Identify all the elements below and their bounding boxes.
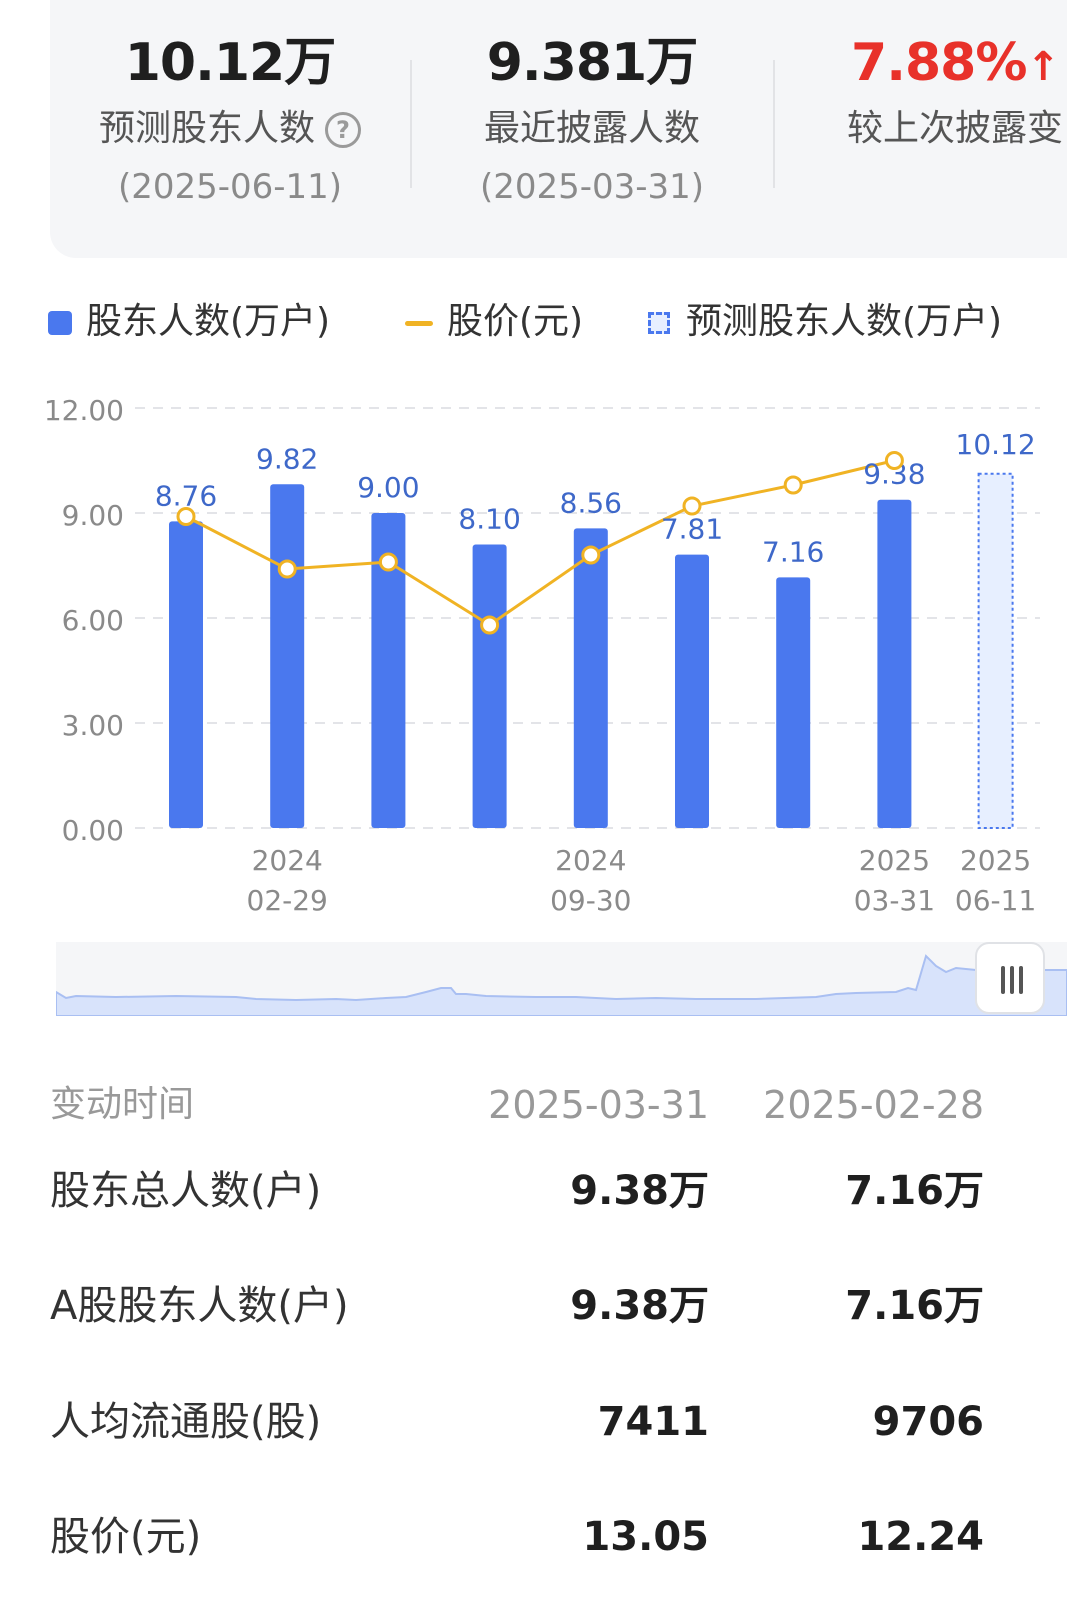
row-label: A股股东人数(户) bbox=[50, 1283, 349, 1329]
bar-value-label: 8.56 bbox=[560, 486, 622, 519]
row-col1: 9.38万 bbox=[570, 1283, 709, 1329]
bar-value-label: 8.10 bbox=[458, 503, 520, 536]
bar bbox=[675, 554, 709, 828]
predicted-holders-label: 预测股东人数 bbox=[98, 108, 315, 149]
dashed-swatch-icon bbox=[648, 312, 670, 334]
table-header-row: 变动时间 2025-03-31 2025-02-28 bbox=[0, 1070, 1067, 1140]
price-point bbox=[581, 545, 601, 565]
x-tick-year: 2024 bbox=[252, 844, 323, 877]
price-point bbox=[378, 552, 398, 572]
x-tick-date: 09-30 bbox=[550, 884, 631, 917]
y-tick-label: 0.00 bbox=[62, 814, 124, 847]
x-tick-date: 06-11 bbox=[955, 884, 1036, 917]
legend-label: 股价(元) bbox=[447, 301, 584, 342]
predicted-holders-value: 10.12万 bbox=[124, 33, 336, 93]
change-value-row: 7.88%↑ bbox=[775, 30, 1067, 96]
legend-label: 预测股东人数(万户) bbox=[686, 301, 1003, 342]
chart-legend: 股东人数(万户) 股价(元) 预测股东人数(万户) bbox=[48, 292, 1067, 352]
row-col1: 9.38万 bbox=[570, 1168, 709, 1214]
bar-value-label: 7.81 bbox=[661, 513, 723, 546]
legend-item-forecast[interactable]: 预测股东人数(万户) bbox=[648, 292, 1002, 352]
forecast-bar bbox=[977, 472, 1014, 830]
row-col1: 7411 bbox=[597, 1399, 709, 1445]
predicted-holders-stat[interactable]: 10.12万 预测股东人数? (2025-06-11) bbox=[50, 0, 410, 212]
bar bbox=[472, 544, 507, 828]
line-swatch-icon bbox=[405, 320, 433, 326]
row-label: 股东总人数(户) bbox=[50, 1168, 322, 1214]
price-point bbox=[277, 559, 297, 579]
navigator-handle[interactable] bbox=[975, 942, 1045, 1014]
bar bbox=[877, 499, 912, 828]
latest-holders-date: (2025-03-31) bbox=[479, 167, 705, 207]
predicted-holders-date: (2025-06-11) bbox=[117, 167, 343, 207]
bar-value-label: 8.76 bbox=[155, 479, 217, 512]
divider bbox=[410, 60, 412, 188]
x-tick-year: 2025 bbox=[859, 844, 930, 877]
divider bbox=[773, 60, 775, 188]
arrow-up-icon: ↑ bbox=[1026, 44, 1060, 90]
table-row: 股价(元) 13.05 12.24 bbox=[0, 1502, 1067, 1572]
price-point bbox=[480, 615, 500, 635]
y-tick-label: 3.00 bbox=[62, 709, 124, 742]
price-point bbox=[176, 507, 196, 526]
row-label: 股价(元) bbox=[50, 1514, 202, 1560]
x-tick-date: 02-29 bbox=[247, 884, 328, 917]
header-label: 变动时间 bbox=[50, 1084, 195, 1125]
x-tick-date: 03-31 bbox=[854, 884, 935, 917]
header-col1[interactable]: 2025-03-31 bbox=[488, 1083, 709, 1127]
bar bbox=[270, 484, 305, 828]
legend-item-price[interactable]: 股价(元) bbox=[405, 292, 583, 352]
change-value: 7.88% bbox=[851, 33, 1027, 93]
header-col2[interactable]: 2025-02-28 bbox=[763, 1083, 984, 1127]
navigator-area bbox=[56, 954, 1067, 1016]
latest-holders-value: 9.381万 bbox=[486, 33, 698, 93]
price-point bbox=[884, 451, 904, 470]
bar bbox=[169, 521, 203, 828]
x-tick-year: 2025 bbox=[960, 844, 1031, 877]
y-tick-label: 9.00 bbox=[62, 499, 124, 532]
bar-value-label: 9.00 bbox=[357, 471, 419, 504]
forecast-value-label: 10.12 bbox=[956, 428, 1036, 461]
row-col1: 13.05 bbox=[582, 1514, 709, 1560]
chart-navigator[interactable] bbox=[56, 942, 1067, 1016]
row-col2: 7.16万 bbox=[845, 1168, 984, 1214]
price-point bbox=[682, 496, 702, 516]
x-tick-year: 2024 bbox=[555, 844, 626, 877]
bar bbox=[371, 513, 406, 828]
row-col2: 7.16万 bbox=[845, 1283, 984, 1329]
table-row: A股股东人数(户) 9.38万 7.16万 bbox=[0, 1271, 1067, 1341]
legend-item-holders[interactable]: 股东人数(万户) bbox=[48, 292, 330, 352]
y-tick-label: 12.00 bbox=[44, 394, 124, 427]
table-row: 股东总人数(户) 9.38万 7.16万 bbox=[0, 1156, 1067, 1226]
table-row: 人均流通股(股) 7411 9706 bbox=[0, 1387, 1067, 1457]
price-point bbox=[783, 475, 803, 495]
bar-value-label: 9.82 bbox=[256, 442, 318, 475]
row-label: 人均流通股(股) bbox=[50, 1399, 322, 1445]
bar bbox=[776, 577, 811, 828]
latest-holders-label: 最近披露人数 bbox=[483, 108, 700, 149]
bar-value-label: 7.16 bbox=[762, 535, 824, 568]
change-label: 较上次披露变 bbox=[846, 108, 1063, 149]
price-line bbox=[185, 459, 895, 627]
y-tick-label: 6.00 bbox=[62, 604, 124, 637]
row-col2: 12.24 bbox=[857, 1514, 984, 1560]
bar-swatch-icon bbox=[48, 311, 72, 335]
holders-chart[interactable]: 0.00 3.00 6.00 9.00 12.00 8.76 9.82 9.00 8.10 8.5… bbox=[0, 380, 1067, 920]
grip-icon bbox=[999, 966, 1025, 994]
summary-card: 10.12万 预测股东人数? (2025-06-11) 9.381万 最近披露人… bbox=[50, 0, 1067, 258]
bar bbox=[573, 528, 608, 828]
predicted-holders-label-row: 预测股东人数? bbox=[50, 104, 410, 154]
help-icon[interactable]: ? bbox=[325, 112, 361, 148]
legend-label: 股东人数(万户) bbox=[86, 301, 331, 342]
latest-holders-stat: 9.381万 最近披露人数 (2025-03-31) bbox=[412, 0, 772, 212]
change-stat: 7.88%↑ 较上次披露变 bbox=[775, 0, 1067, 154]
row-col2: 9706 bbox=[872, 1399, 984, 1445]
